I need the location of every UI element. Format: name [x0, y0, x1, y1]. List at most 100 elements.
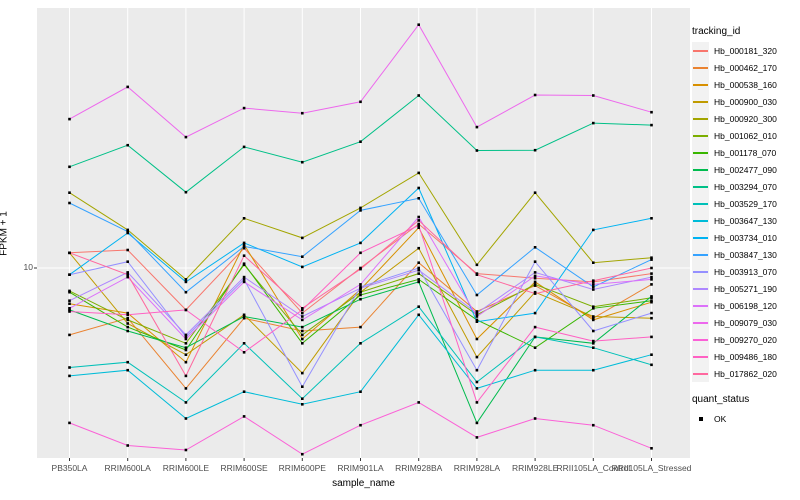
data-point [475, 310, 479, 313]
data-point [68, 308, 71, 312]
data-point [301, 329, 304, 333]
x-tick-label: PB350LA [52, 463, 88, 473]
data-point [68, 333, 71, 337]
data-point [126, 368, 129, 372]
legend-label: Hb_003847_130 [714, 249, 777, 260]
legend-label: Hb_000920_300 [714, 113, 777, 124]
legend-item: Hb_003647_130 [692, 212, 800, 229]
data-point [242, 245, 246, 248]
square-point-icon [698, 416, 703, 421]
legend-item: Hb_003294_070 [692, 178, 800, 195]
data-point [475, 318, 479, 322]
x-tick-label: RRIM600SE [220, 463, 268, 473]
legend-line-icon [693, 83, 708, 86]
data-point [650, 295, 653, 298]
legend-line-icon [693, 253, 708, 256]
data-point [184, 348, 188, 352]
data-point [184, 346, 188, 349]
data-point [301, 111, 304, 115]
data-point [650, 110, 653, 114]
data-point [359, 297, 362, 301]
data-point [533, 325, 537, 329]
data-point [242, 316, 246, 320]
data-point [184, 335, 188, 339]
data-point [592, 307, 595, 310]
legend-label: Hb_001178_070 [714, 147, 777, 158]
legend-key-swatch [692, 331, 709, 348]
data-point [184, 280, 188, 284]
data-point [68, 310, 71, 313]
legend-key-swatch [692, 246, 709, 263]
data-point [301, 315, 304, 318]
legend-line-icon [693, 270, 708, 273]
data-point [592, 121, 595, 125]
data-point [417, 186, 420, 190]
legend-key-swatch [692, 229, 709, 246]
legend-item: Hb_000538_160 [692, 76, 800, 93]
data-point [68, 299, 71, 302]
data-point [592, 346, 595, 349]
data-point [184, 374, 188, 378]
data-point [184, 190, 188, 194]
x-axis-title: sample_name [332, 478, 395, 489]
legend-item: Hb_002477_090 [692, 161, 800, 178]
legend-line-icon [693, 100, 708, 103]
data-point [242, 262, 246, 265]
legend-key-swatch [692, 59, 709, 76]
panel-background [37, 8, 690, 458]
data-point [650, 335, 653, 339]
x-tick-label: RRIM901LA [337, 463, 384, 473]
data-point [301, 325, 304, 329]
data-point [242, 280, 246, 284]
data-point [475, 421, 479, 425]
x-tick-label: RRIM600PE [279, 463, 327, 473]
data-point [359, 325, 362, 329]
data-point [184, 290, 188, 294]
data-point [592, 261, 595, 264]
data-point [301, 337, 304, 341]
legend-label: Hb_001062_010 [714, 130, 777, 141]
data-point [242, 313, 246, 317]
data-point [242, 106, 246, 110]
data-point [126, 273, 129, 276]
data-point [126, 329, 129, 333]
data-point [68, 290, 71, 294]
data-point [533, 191, 537, 194]
data-point [533, 335, 537, 339]
data-point [242, 342, 246, 345]
quant-legend-title: quant_status [692, 394, 750, 405]
data-point [475, 263, 479, 267]
legend-label: Hb_002477_090 [714, 164, 777, 175]
legend-label: Hb_009079_030 [714, 317, 777, 328]
data-point [242, 243, 246, 246]
data-point [417, 401, 420, 404]
data-point [126, 143, 129, 147]
data-point [417, 23, 420, 26]
data-point [417, 222, 420, 226]
data-point [417, 313, 420, 317]
data-point [126, 444, 129, 447]
data-point [592, 305, 595, 308]
data-point [475, 401, 479, 404]
data-point [533, 417, 537, 420]
data-point [533, 274, 537, 278]
data-point [533, 276, 537, 280]
legend-key-swatch [692, 365, 709, 382]
data-point [184, 333, 188, 337]
legend-line-icon [693, 185, 708, 188]
legend-key-swatch [692, 144, 709, 161]
data-point [475, 337, 479, 341]
data-point [301, 397, 304, 400]
legend-key-swatch [692, 348, 709, 365]
data-point [417, 261, 420, 264]
legend-line-icon [693, 287, 708, 290]
legend-line-icon [693, 236, 708, 239]
legend-line-icon [693, 151, 708, 154]
data-point [592, 368, 595, 372]
legend-item: Hb_017862_020 [692, 365, 800, 382]
data-point [301, 385, 304, 388]
data-point [650, 123, 653, 127]
legend-label: Hb_000181_320 [714, 45, 777, 56]
data-point [301, 452, 304, 456]
data-point [68, 201, 71, 205]
